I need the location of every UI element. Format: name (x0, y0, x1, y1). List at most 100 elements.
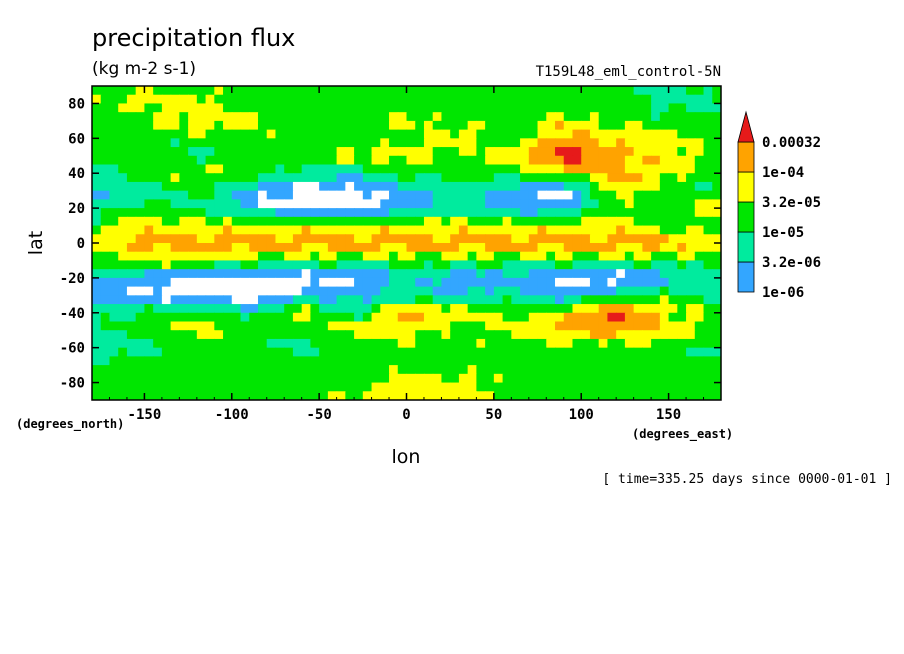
field-cell (485, 208, 495, 218)
field-cell (292, 147, 303, 157)
field-cell (109, 103, 119, 113)
field-cell (345, 103, 355, 113)
field-cell (651, 312, 661, 323)
field-cell (432, 225, 443, 235)
field-cell (423, 173, 434, 183)
field-cell (257, 225, 268, 235)
field-cell (502, 234, 512, 244)
field-cell (231, 199, 242, 209)
field-cell (493, 295, 504, 305)
field-cell (406, 86, 416, 96)
field-cell (651, 147, 661, 157)
field-cell (126, 312, 137, 323)
field-cell (144, 112, 154, 122)
field-cell (624, 304, 635, 314)
field-cell (686, 269, 696, 279)
field-cell (397, 312, 408, 323)
field-cell (563, 373, 574, 384)
field-cell (432, 321, 443, 331)
field-cell (397, 286, 408, 296)
field-cell (170, 338, 180, 349)
field-cell (511, 199, 521, 209)
field-cell (109, 181, 119, 192)
field-cell (642, 164, 652, 174)
field-cell (380, 216, 390, 227)
field-cell (205, 181, 215, 192)
field-cell (389, 330, 399, 340)
field-cell (703, 164, 713, 174)
field-cell (528, 391, 539, 400)
field-cell (633, 190, 643, 200)
field-cell (432, 173, 443, 183)
field-cell (642, 277, 652, 288)
x-tick-label: 0 (402, 407, 410, 423)
field-cell (406, 338, 416, 349)
field-cell (651, 103, 661, 113)
field-cell (485, 356, 495, 366)
field-cell (223, 208, 233, 218)
field-cell (485, 321, 495, 331)
field-cell (100, 155, 111, 166)
field-cell (485, 234, 495, 244)
field-cell (415, 208, 425, 218)
field-cell (572, 190, 582, 200)
field-cell (275, 356, 285, 366)
field-cell (458, 391, 469, 400)
field-cell (118, 391, 128, 400)
field-cell (240, 365, 250, 375)
field-cell (406, 269, 416, 279)
field-cell (694, 277, 705, 288)
field-cell (196, 216, 207, 227)
field-cell (493, 391, 504, 400)
field-cell (371, 260, 381, 270)
field-cell (389, 103, 399, 113)
field-cell (624, 129, 635, 139)
field-cell (555, 356, 565, 366)
field-cell (240, 373, 250, 384)
field-cell (327, 190, 338, 200)
field-cell (502, 277, 512, 288)
field-cell (144, 164, 154, 174)
field-cell (712, 129, 721, 139)
field-cell (179, 312, 189, 323)
field-cell (345, 321, 355, 331)
field-cell (118, 356, 128, 366)
field-cell (537, 181, 547, 192)
field-cell (354, 356, 364, 366)
field-cell (537, 312, 547, 323)
field-cell (458, 260, 469, 270)
field-cell (511, 147, 521, 157)
field-cell (441, 312, 451, 323)
field-cell (266, 269, 277, 279)
field-cell (371, 181, 381, 192)
field-cell (572, 112, 582, 122)
field-cell (275, 277, 285, 288)
field-cell (319, 304, 329, 314)
field-cell (196, 173, 207, 183)
field-cell (423, 286, 434, 296)
field-cell (598, 173, 609, 183)
field-cell (336, 181, 346, 192)
field-cell (196, 112, 207, 122)
field-cell (607, 86, 617, 96)
field-cell (275, 304, 285, 314)
field-cell (135, 338, 146, 349)
field-cell (686, 199, 696, 209)
field-cell (292, 234, 303, 244)
field-cell (659, 181, 670, 192)
field-cell (651, 251, 661, 262)
field-cell (406, 103, 416, 113)
field-cell (555, 94, 565, 105)
field-cell (118, 181, 128, 192)
field-cell (546, 112, 556, 122)
field-cell (161, 199, 172, 209)
field-cell (266, 225, 277, 235)
colorbar-label: 3.2e-06 (762, 255, 821, 271)
field-cell (458, 120, 469, 131)
field-cell (371, 225, 381, 235)
field-cell (380, 338, 390, 349)
field-cell (223, 330, 233, 340)
field-cell (546, 103, 556, 113)
field-cell (537, 269, 547, 279)
field-cell (633, 208, 643, 218)
